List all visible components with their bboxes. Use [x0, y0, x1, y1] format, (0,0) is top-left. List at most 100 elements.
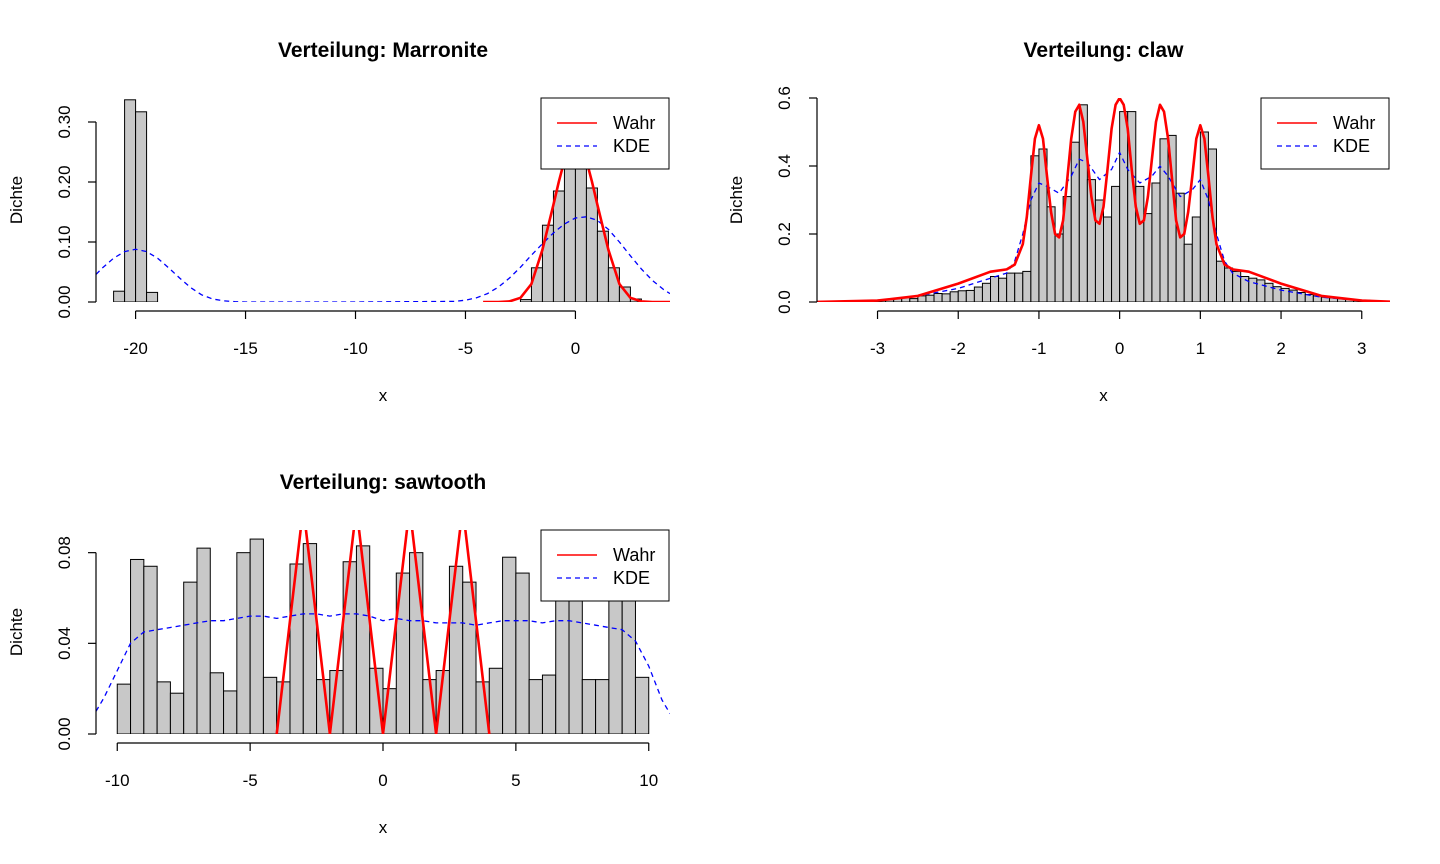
legend-label: Wahr	[613, 545, 655, 565]
histogram-bar	[1272, 286, 1282, 302]
histogram-bar	[1215, 260, 1226, 302]
x-tick-label: -3	[870, 339, 885, 358]
x-tick-label: -5	[243, 771, 258, 790]
histogram-bar	[143, 565, 158, 734]
histogram-bar	[1175, 192, 1185, 302]
legend-box	[1260, 97, 1390, 170]
x-axis-label: x	[379, 818, 388, 837]
histogram-bar	[1183, 243, 1193, 302]
histogram-bar	[156, 681, 171, 734]
chart-title: Verteilung: claw	[1024, 39, 1185, 62]
y-axis-label: Dichte	[7, 176, 26, 224]
histogram-bar	[130, 558, 145, 734]
histogram-bar	[634, 676, 650, 734]
histogram-bar	[957, 290, 967, 302]
histogram-bar	[409, 552, 424, 734]
chart-title: Verteilung: sawtooth	[280, 471, 487, 494]
x-tick-label: -15	[233, 339, 258, 358]
histogram-bar	[595, 679, 610, 734]
histogram-bar	[262, 676, 278, 734]
histogram-bar	[1119, 111, 1129, 302]
histogram-bar	[528, 679, 543, 734]
histogram-bar	[116, 683, 132, 734]
x-tick-label: 0	[1115, 339, 1124, 358]
chart-panel-claw: Verteilung: claw -3 -2 -1 0 1 2 3 x 0.0 0.2 0.4 0.6 D…	[727, 39, 1390, 405]
histogram-bar	[289, 563, 304, 734]
x-tick-label: -10	[105, 771, 130, 790]
histogram-bar	[1111, 185, 1121, 302]
histogram-bar	[209, 672, 225, 734]
histogram-bar	[1070, 141, 1080, 302]
histogram-bar	[342, 561, 357, 734]
x-tick-label: -10	[343, 339, 368, 358]
x-tick-label: 0	[571, 339, 580, 358]
density-curves	[96, 530, 670, 734]
x-tick-label: -2	[951, 339, 966, 358]
x-axis-label: x	[379, 386, 388, 405]
x-tick-label: 5	[511, 771, 520, 790]
histogram-bar	[941, 293, 951, 302]
histogram-bar	[1159, 138, 1169, 302]
x-tick-label: 10	[639, 771, 658, 790]
histogram-bar	[515, 572, 530, 734]
histogram-bar	[541, 674, 557, 734]
histogram-bar	[236, 552, 251, 734]
histogram-bar	[1143, 213, 1153, 302]
y-tick-label: 0.00	[55, 717, 74, 750]
y-tick-label: 0.20	[55, 165, 74, 198]
y-axis: 0.00 0.04 0.08	[55, 536, 97, 751]
y-tick-label: 0.08	[55, 536, 74, 569]
histogram-bar	[448, 565, 464, 734]
y-tick-label: 0.30	[55, 105, 74, 138]
x-tick-label: 0	[378, 771, 387, 790]
histogram-bar	[607, 267, 620, 302]
histogram-bar	[196, 547, 211, 734]
y-tick-label: 0.10	[55, 225, 74, 258]
histogram-bar	[146, 291, 159, 302]
legend-label: KDE	[613, 568, 650, 588]
histogram-bar	[135, 111, 148, 302]
true-density-line	[817, 98, 1390, 302]
y-axis-label: Dichte	[727, 176, 746, 224]
kde-line	[96, 613, 670, 714]
histogram-bar	[949, 291, 959, 302]
histogram-bar	[502, 556, 517, 734]
x-tick-label: -1	[1031, 339, 1046, 358]
chart-panel-sawtooth: Verteilung: sawtooth -10 -5 0 5 10 x 0.000.040.…	[7, 471, 670, 837]
y-tick-label: 0.00	[55, 285, 74, 318]
histogram-bar	[1135, 185, 1145, 302]
legend-label: Wahr	[1333, 113, 1375, 133]
histogram-bar	[965, 289, 975, 302]
legend-box	[540, 97, 670, 170]
histogram-bar	[1103, 216, 1113, 302]
histogram-bar	[933, 293, 943, 302]
histogram-bar	[541, 224, 554, 302]
histogram-bar	[169, 692, 185, 734]
true-density-line	[275, 530, 491, 734]
histogram-bar	[519, 299, 532, 302]
x-tick-label: 3	[1357, 339, 1366, 358]
histogram-bar	[618, 286, 631, 302]
y-tick-label: 0.0	[775, 290, 794, 314]
histogram-bar	[585, 187, 598, 302]
histogram-bar	[1014, 272, 1024, 302]
x-axis: -3 -2 -1 0 1 2 3	[870, 310, 1366, 358]
histogram-bar	[1022, 270, 1032, 302]
density-curves	[817, 98, 1390, 302]
legend-label: Wahr	[613, 113, 655, 133]
chart-title: Verteilung: Marronite	[278, 39, 488, 62]
histogram-bar	[990, 276, 1000, 302]
histogram-bar	[462, 581, 477, 734]
histogram-bar	[113, 290, 126, 302]
histogram-bar	[1191, 216, 1201, 302]
histogram-bar	[925, 294, 935, 302]
histogram-bar	[998, 277, 1008, 302]
x-axis-label: x	[1099, 386, 1108, 405]
y-tick-label: 0.2	[775, 222, 794, 246]
histogram-bar	[1224, 267, 1234, 302]
histogram-bar	[1078, 104, 1088, 302]
legend: Wahr KDE	[1260, 97, 1390, 170]
histogram-bar	[1054, 233, 1064, 302]
histogram-bar	[1030, 155, 1040, 302]
x-tick-label: 1	[1196, 339, 1205, 358]
